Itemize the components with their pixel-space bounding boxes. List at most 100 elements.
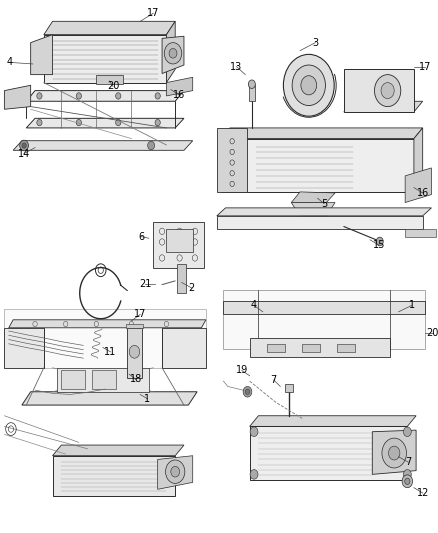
Circle shape — [166, 460, 185, 483]
Polygon shape — [291, 192, 335, 203]
Text: 13: 13 — [230, 62, 243, 71]
Bar — [249, 85, 255, 101]
Text: 20: 20 — [107, 82, 119, 91]
Circle shape — [381, 83, 394, 99]
Polygon shape — [22, 392, 197, 405]
Polygon shape — [414, 128, 423, 192]
Circle shape — [129, 345, 140, 358]
Circle shape — [37, 119, 42, 126]
Polygon shape — [53, 445, 184, 456]
Circle shape — [382, 438, 406, 468]
Polygon shape — [221, 128, 423, 139]
Text: 16: 16 — [173, 90, 185, 100]
Text: 17: 17 — [134, 310, 146, 319]
Text: 4: 4 — [251, 301, 257, 310]
Circle shape — [148, 141, 155, 150]
Bar — [285, 384, 293, 392]
Polygon shape — [4, 309, 206, 368]
Circle shape — [243, 386, 252, 397]
Circle shape — [250, 427, 258, 437]
Text: 1: 1 — [144, 394, 150, 403]
Polygon shape — [44, 21, 175, 35]
Bar — [337, 344, 355, 352]
Circle shape — [20, 140, 28, 151]
Circle shape — [155, 93, 160, 99]
Polygon shape — [162, 328, 206, 368]
Polygon shape — [31, 35, 53, 75]
Polygon shape — [250, 426, 407, 480]
Circle shape — [37, 93, 42, 99]
Circle shape — [22, 143, 26, 148]
Polygon shape — [250, 338, 390, 357]
Circle shape — [301, 76, 317, 95]
Polygon shape — [166, 77, 193, 96]
Text: 7: 7 — [405, 457, 411, 467]
Polygon shape — [44, 35, 166, 83]
Polygon shape — [53, 456, 175, 496]
Polygon shape — [162, 36, 184, 74]
Circle shape — [405, 478, 410, 484]
Circle shape — [76, 119, 81, 126]
Polygon shape — [250, 416, 416, 426]
Polygon shape — [217, 216, 423, 229]
Polygon shape — [344, 101, 423, 112]
Text: 5: 5 — [321, 199, 327, 208]
Text: 16: 16 — [417, 188, 429, 198]
Text: 14: 14 — [18, 149, 30, 158]
Bar — [61, 370, 85, 389]
Circle shape — [155, 119, 160, 126]
Text: 17: 17 — [147, 9, 159, 18]
Text: 7: 7 — [271, 375, 277, 385]
Circle shape — [403, 470, 411, 479]
Text: 3: 3 — [312, 38, 318, 47]
Bar — [177, 264, 186, 293]
Text: 11: 11 — [104, 347, 117, 357]
Text: 1: 1 — [409, 301, 415, 310]
Polygon shape — [126, 324, 143, 328]
Circle shape — [116, 93, 121, 99]
Polygon shape — [217, 208, 431, 216]
Polygon shape — [9, 320, 206, 328]
Text: 17: 17 — [419, 62, 431, 71]
Polygon shape — [158, 456, 193, 489]
Circle shape — [374, 75, 401, 107]
Text: 20: 20 — [427, 328, 438, 338]
Polygon shape — [223, 301, 425, 314]
Bar — [166, 229, 193, 252]
Circle shape — [169, 49, 177, 58]
Circle shape — [171, 466, 180, 477]
Polygon shape — [13, 141, 193, 150]
Bar — [57, 368, 149, 392]
Polygon shape — [405, 229, 436, 237]
Polygon shape — [26, 118, 184, 128]
Circle shape — [250, 470, 258, 479]
Circle shape — [283, 54, 334, 116]
Circle shape — [403, 427, 411, 437]
Circle shape — [116, 119, 121, 126]
Circle shape — [389, 446, 400, 460]
Polygon shape — [372, 430, 416, 474]
Polygon shape — [291, 203, 335, 216]
Circle shape — [76, 93, 81, 99]
Circle shape — [292, 65, 325, 106]
Polygon shape — [223, 290, 425, 349]
Circle shape — [164, 43, 182, 64]
Circle shape — [245, 389, 250, 394]
Text: 6: 6 — [138, 232, 144, 241]
Text: 19: 19 — [236, 366, 248, 375]
Text: 12: 12 — [417, 488, 429, 498]
Bar — [92, 370, 116, 389]
Polygon shape — [4, 328, 44, 368]
Bar — [153, 222, 204, 268]
Text: 4: 4 — [7, 58, 13, 67]
Circle shape — [376, 237, 383, 246]
Polygon shape — [405, 168, 431, 203]
Polygon shape — [166, 21, 175, 83]
Polygon shape — [221, 139, 414, 192]
Text: 2: 2 — [188, 283, 194, 293]
Polygon shape — [344, 69, 414, 112]
Polygon shape — [26, 91, 184, 101]
Text: 21: 21 — [139, 279, 152, 288]
Bar — [267, 344, 285, 352]
Text: 18: 18 — [130, 375, 142, 384]
